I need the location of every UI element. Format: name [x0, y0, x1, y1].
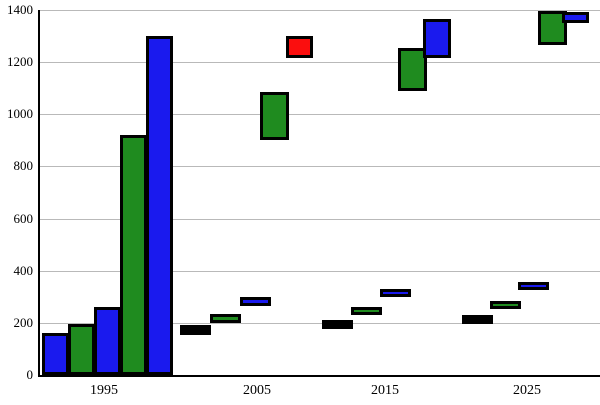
gridline: [40, 166, 600, 168]
x-axis-tick-label: 2015: [371, 383, 399, 398]
bar-1995-blue: [146, 36, 173, 375]
bar-2005-red: [286, 36, 313, 59]
gridline: [40, 218, 600, 220]
y-axis-tick-label: 200: [13, 314, 34, 330]
bar-2005-green: [260, 92, 289, 141]
y-axis-tick-label: 1200: [7, 54, 33, 70]
bar-2015-blue: [423, 19, 451, 59]
bar-2015-green: [351, 307, 382, 316]
gridline: [40, 62, 600, 64]
y-axis-tick-label: 1000: [7, 106, 33, 122]
bar-1995-green: [120, 135, 147, 375]
y-axis-tick-label: 800: [13, 158, 34, 174]
y-axis-tick-label: 0: [26, 367, 34, 382]
plot-area: [38, 10, 600, 377]
bar-2005-blue: [240, 296, 271, 306]
bar-1995-blue: [42, 333, 69, 375]
bar-2025-black: [462, 315, 493, 325]
x-axis-tick-label: 2005: [243, 383, 271, 398]
bar-2005-green: [210, 313, 241, 323]
y-axis-tick-label: 400: [13, 262, 34, 278]
bar-2005-black: [180, 325, 211, 335]
y-axis-tick-label: 1400: [7, 2, 33, 17]
bar-2015-black: [322, 320, 353, 330]
bar-2025-blue: [562, 12, 589, 24]
x-axis-tick-label: 2025: [513, 383, 541, 398]
gridline: [40, 322, 600, 324]
bar-2015-blue: [380, 288, 411, 297]
bar-2025-green: [490, 300, 521, 309]
x-axis-tick-label: 1995: [90, 383, 118, 398]
bar-2015-green: [398, 47, 427, 91]
bar-1995-green: [68, 324, 95, 375]
gridline: [40, 114, 600, 116]
bar-2025-blue: [518, 282, 549, 291]
y-axis-tick-label: 600: [13, 210, 34, 226]
bar-1995-blue: [94, 307, 121, 375]
gridline: [40, 10, 600, 11]
gridline: [40, 270, 600, 272]
